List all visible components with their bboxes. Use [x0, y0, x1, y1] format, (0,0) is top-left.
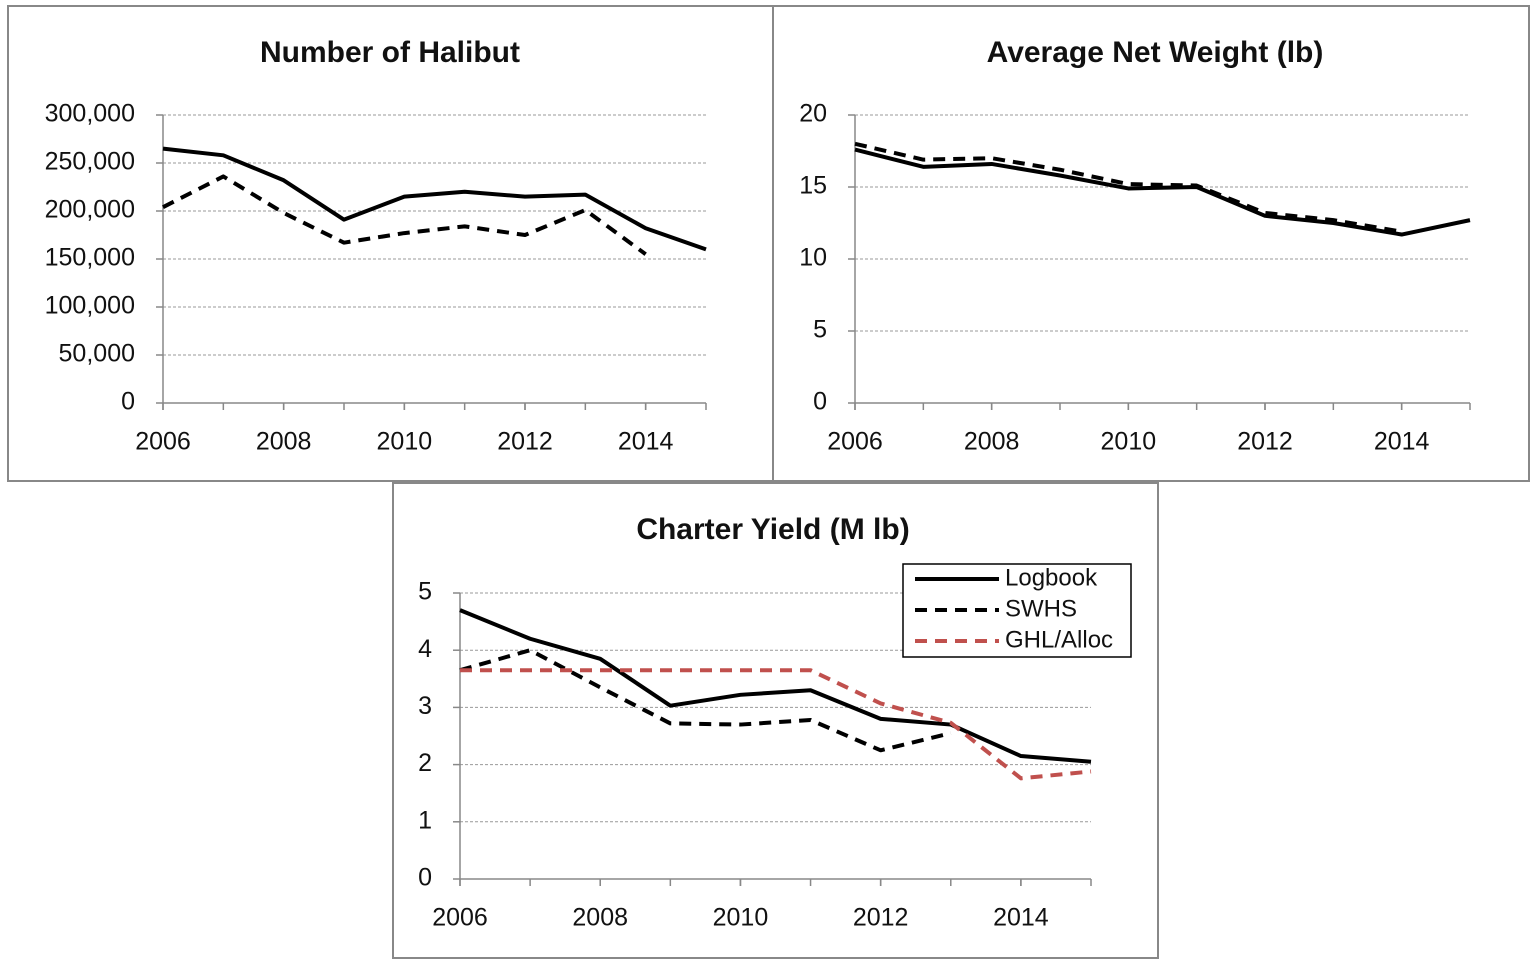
y-tick-label: 3	[418, 692, 432, 720]
chart-title: Average Net Weight (lb)	[987, 36, 1324, 69]
line-series	[460, 668, 1092, 781]
x-tick-label: 2010	[1101, 428, 1157, 456]
panel-border	[772, 5, 1530, 482]
y-tick-label: 15	[799, 172, 827, 200]
x-tick-label: 2012	[497, 428, 553, 456]
y-tick-label: 5	[418, 578, 432, 606]
line-series	[162, 174, 647, 256]
y-tick-label: 4	[418, 635, 432, 663]
x-tick-label: 2010	[713, 904, 769, 932]
y-tick-label: 1	[418, 806, 432, 834]
line-series	[459, 608, 1092, 764]
legend-label: Logbook	[1005, 564, 1098, 591]
y-tick-label: 0	[418, 864, 432, 892]
x-tick-label: 2014	[1374, 428, 1430, 456]
y-tick-label: 5	[813, 316, 827, 344]
x-tick-label: 2014	[993, 904, 1049, 932]
y-tick-label: 100,000	[45, 292, 135, 320]
x-tick-label: 2006	[135, 428, 191, 456]
y-tick-label: 10	[799, 244, 827, 272]
x-tick-label: 2012	[853, 904, 909, 932]
legend-label: GHL/Alloc	[1005, 626, 1113, 653]
x-tick-label: 2006	[827, 428, 883, 456]
panel-border	[392, 482, 1159, 959]
line-series	[459, 648, 952, 753]
line-series	[162, 146, 707, 252]
y-tick-label: 50,000	[59, 340, 135, 368]
x-tick-label: 2012	[1237, 428, 1293, 456]
x-tick-label: 2014	[618, 428, 674, 456]
chart-title: Charter Yield (M lb)	[636, 513, 909, 546]
chart-title: Number of Halibut	[260, 36, 520, 69]
x-tick-label: 2008	[572, 904, 628, 932]
y-tick-label: 300,000	[45, 100, 135, 128]
legend-label: SWHS	[1005, 595, 1077, 622]
y-tick-label: 0	[813, 388, 827, 416]
y-tick-label: 20	[799, 100, 827, 128]
x-tick-label: 2008	[256, 428, 312, 456]
y-tick-label: 2	[418, 749, 432, 777]
y-tick-label: 0	[121, 388, 135, 416]
line-series	[854, 147, 1471, 237]
x-tick-label: 2010	[377, 428, 433, 456]
y-tick-label: 150,000	[45, 244, 135, 272]
x-tick-label: 2008	[964, 428, 1020, 456]
x-tick-label: 2006	[432, 904, 488, 932]
y-tick-label: 250,000	[45, 148, 135, 176]
line-series	[854, 141, 1403, 234]
y-tick-label: 200,000	[45, 196, 135, 224]
